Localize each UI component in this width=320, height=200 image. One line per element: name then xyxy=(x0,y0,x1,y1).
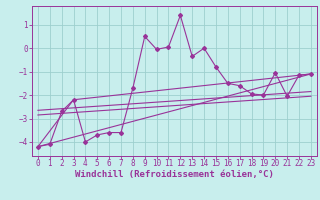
X-axis label: Windchill (Refroidissement éolien,°C): Windchill (Refroidissement éolien,°C) xyxy=(75,170,274,179)
